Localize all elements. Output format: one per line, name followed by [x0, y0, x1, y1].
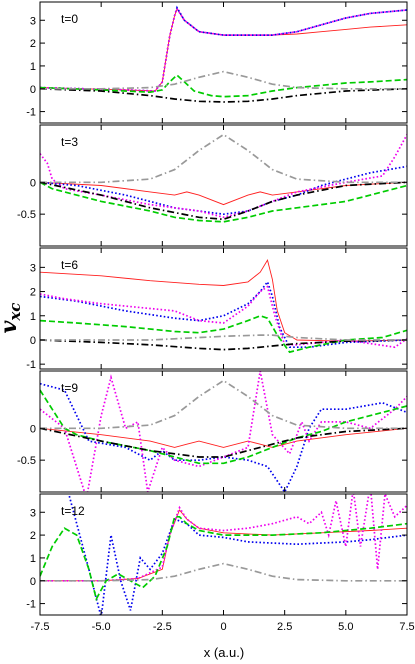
series-line-blue	[40, 165, 407, 216]
series-line-red	[40, 258, 407, 342]
y-tick-label: 0	[30, 423, 36, 435]
y-tick-label: -0.5	[17, 455, 36, 467]
series-line-green	[40, 181, 407, 223]
x-tick-label: -5.0	[92, 621, 111, 633]
chart-panel: -0.5 0 t=3	[17, 124, 408, 247]
series-line-red	[40, 7, 407, 92]
series-line-blue	[40, 5, 407, 92]
series-line-green	[40, 389, 407, 465]
series-line-magenta	[40, 134, 407, 219]
series-line-black	[40, 427, 407, 458]
panel-series-group	[40, 494, 407, 615]
x-axis-label: x (a.u.)	[204, 645, 244, 660]
y-tick-label: -1	[26, 359, 36, 371]
series-line-red	[40, 181, 407, 206]
series-line-green	[40, 314, 407, 354]
x-tick-label: 2.5	[277, 621, 292, 633]
series-line-green	[40, 73, 407, 98]
series-line-magenta	[40, 6, 407, 92]
panel-frame	[39, 493, 408, 616]
panel-frame	[39, 1, 408, 124]
series-line-green	[40, 515, 407, 602]
chart-panel: -1 0 1 2 3 t=6	[26, 247, 408, 371]
panel-frame	[39, 247, 408, 370]
chart-panel: -1 0 1 2 3 -7.5 -5.0 -2.5 0 2.5 5.0 7.5 t=12	[26, 493, 415, 633]
series-line-gray	[40, 133, 407, 184]
series-line-blue	[40, 280, 407, 349]
y-tick-label: 3	[30, 15, 36, 27]
y-tick-label: 2	[30, 530, 36, 542]
y-tick-label: 0	[30, 177, 36, 189]
series-line-magenta	[40, 285, 407, 349]
y-tick-label: 0	[30, 335, 36, 347]
y-tick-label: -1	[26, 599, 36, 611]
series-line-red	[40, 509, 407, 582]
y-tick-label: 1	[30, 553, 36, 565]
chart-panel: -1 0 1 2 3 t=0	[26, 1, 408, 124]
series-line-magenta	[40, 371, 407, 492]
x-tick-label: 5.0	[338, 621, 353, 633]
y-tick-label: 2	[30, 287, 36, 299]
y-tick-label: 0	[30, 576, 36, 588]
y-axis-label: vxc	[0, 303, 24, 334]
series-line-gray	[40, 70, 407, 90]
series-line-black	[40, 87, 407, 103]
series-line-black	[40, 339, 407, 351]
panel-series-group	[40, 5, 407, 103]
series-line-gray	[40, 379, 407, 430]
panel-label: t=9	[61, 381, 78, 395]
y-tick-label: 1	[30, 61, 36, 73]
y-axis-label-sub: xc	[6, 303, 24, 322]
panel-label: t=3	[61, 135, 78, 149]
y-tick-label: 2	[30, 38, 36, 50]
y-tick-label: 3	[30, 262, 36, 274]
panel-series-group	[40, 371, 407, 492]
y-tick-label: -0.5	[17, 209, 36, 221]
panel-label: t=0	[61, 12, 78, 26]
y-axis-label-main: v	[0, 320, 22, 333]
series-line-red	[40, 427, 407, 448]
panel-frame	[39, 370, 408, 493]
y-tick-label: -1	[26, 107, 36, 119]
x-tick-label: -2.5	[153, 621, 172, 633]
series-line-black	[40, 181, 407, 221]
y-tick-label: 3	[30, 507, 36, 519]
panel-label: t=6	[61, 258, 78, 272]
panel-series-group	[40, 258, 407, 354]
panel-series-group	[40, 133, 407, 223]
series-line-gray	[40, 334, 407, 341]
chart-panel: -0.5 0 t=9	[17, 370, 408, 493]
x-tick-label: 0	[220, 621, 226, 633]
y-tick-label: 1	[30, 311, 36, 323]
series-line-blue	[40, 382, 407, 492]
series-line-gray	[40, 562, 407, 582]
x-tick-label: -7.5	[31, 621, 50, 633]
y-tick-label: 0	[30, 84, 36, 96]
panel-label: t=12	[61, 504, 85, 518]
x-tick-label: 7.5	[399, 621, 414, 633]
